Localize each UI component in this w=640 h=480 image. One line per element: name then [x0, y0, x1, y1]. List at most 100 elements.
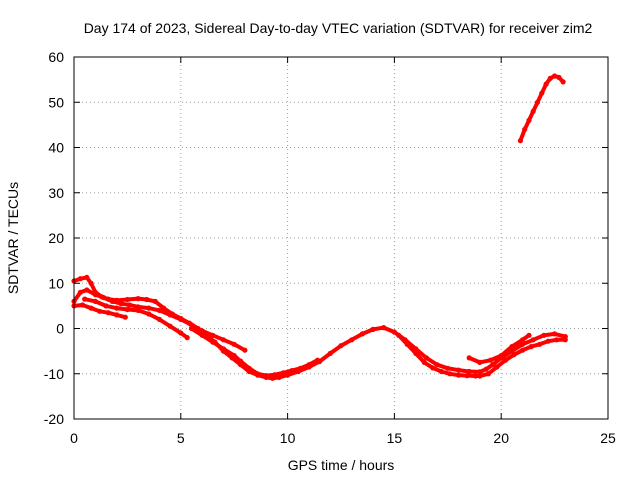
- data-point: [528, 344, 534, 350]
- data-point: [502, 357, 509, 363]
- y-tick-label: 40: [48, 140, 64, 156]
- x-tick-label: 10: [280, 430, 296, 446]
- data-point: [272, 372, 278, 378]
- data-point: [118, 301, 124, 307]
- data-point: [124, 306, 130, 313]
- y-tick-label: 30: [48, 185, 64, 201]
- data-point: [520, 337, 526, 343]
- y-tick-label: 50: [48, 94, 64, 110]
- data-point: [263, 373, 269, 379]
- data-point: [520, 341, 526, 347]
- data-point: [146, 305, 152, 311]
- data-point: [498, 353, 504, 359]
- data-point: [156, 307, 162, 313]
- data-point: [477, 373, 483, 379]
- data-point: [92, 298, 98, 304]
- data-point: [359, 331, 365, 337]
- data-point: [490, 362, 496, 368]
- data-point: [552, 331, 558, 337]
- data-point: [556, 74, 562, 80]
- data-point: [534, 99, 541, 105]
- data-point: [554, 337, 560, 343]
- data-point: [314, 357, 321, 363]
- data-point: [220, 346, 227, 352]
- data-point: [135, 304, 141, 310]
- data-point: [404, 341, 410, 347]
- data-point: [122, 314, 128, 320]
- data-point: [231, 341, 237, 347]
- data-point: [413, 350, 419, 356]
- ticks: 0 5 10 15 20 25 -20 -10 0 10 20 30 40 50 60: [44, 49, 616, 446]
- data-point: [77, 289, 83, 295]
- data-point: [349, 337, 355, 343]
- data-point: [539, 90, 545, 96]
- data-point: [135, 296, 141, 302]
- data-point: [560, 79, 566, 85]
- data-point: [82, 296, 88, 302]
- data-point: [423, 355, 429, 361]
- data-point: [455, 367, 462, 373]
- data-point: [370, 326, 376, 332]
- data-point: [477, 359, 483, 365]
- data-point: [97, 308, 103, 314]
- data-point: [135, 307, 141, 313]
- data-point: [543, 81, 549, 87]
- x-tick-label: 0: [70, 430, 78, 446]
- data-point: [167, 312, 173, 318]
- data-point: [430, 365, 436, 371]
- data-point: [526, 117, 532, 123]
- data-point: [79, 302, 86, 308]
- chart-title: Day 174 of 2023, Sidereal Day-to-day VTE…: [84, 20, 593, 36]
- data-point: [494, 364, 500, 370]
- data-point: [114, 305, 120, 311]
- data-point: [210, 332, 216, 338]
- data-point: [421, 359, 427, 365]
- data-point: [184, 335, 190, 341]
- data-point: [552, 73, 558, 79]
- data-point: [246, 365, 252, 371]
- data-point: [161, 305, 167, 311]
- data-point: [562, 337, 568, 343]
- data-point: [84, 287, 90, 293]
- data-point: [526, 332, 532, 338]
- y-axis-label: SDTVAR / TECUs: [5, 182, 21, 294]
- data-point: [88, 305, 94, 311]
- data-point: [297, 365, 303, 371]
- y-tick-label: -20: [44, 411, 64, 427]
- data-point: [280, 370, 286, 376]
- data-point: [466, 355, 472, 361]
- data-point: [473, 373, 479, 379]
- data-layer: [71, 73, 568, 381]
- data-point: [477, 369, 483, 375]
- data-point: [487, 357, 494, 363]
- data-point: [242, 347, 248, 353]
- data-point: [530, 108, 536, 114]
- data-point: [77, 276, 83, 282]
- data-point: [124, 296, 130, 303]
- x-tick-label: 5: [177, 430, 185, 446]
- data-point: [522, 126, 528, 132]
- data-point: [396, 332, 402, 338]
- data-point: [483, 366, 489, 372]
- x-tick-label: 20: [493, 430, 509, 446]
- data-point: [485, 371, 491, 377]
- data-point: [88, 280, 94, 286]
- data-point: [306, 362, 312, 368]
- y-tick-label: 60: [48, 49, 64, 65]
- y-tick-label: 10: [48, 275, 64, 291]
- y-tick-label: 0: [56, 321, 64, 337]
- data-point: [220, 337, 227, 343]
- data-point: [338, 343, 344, 349]
- y-tick-label: 20: [48, 230, 64, 246]
- data-point: [101, 295, 107, 301]
- data-point: [447, 371, 453, 377]
- data-point: [144, 296, 150, 303]
- data-point: [511, 352, 517, 358]
- data-point: [188, 322, 195, 328]
- data-point: [178, 330, 184, 336]
- data-point: [434, 362, 440, 368]
- data-point: [238, 358, 244, 364]
- data-point: [438, 368, 444, 375]
- data-point: [152, 298, 158, 304]
